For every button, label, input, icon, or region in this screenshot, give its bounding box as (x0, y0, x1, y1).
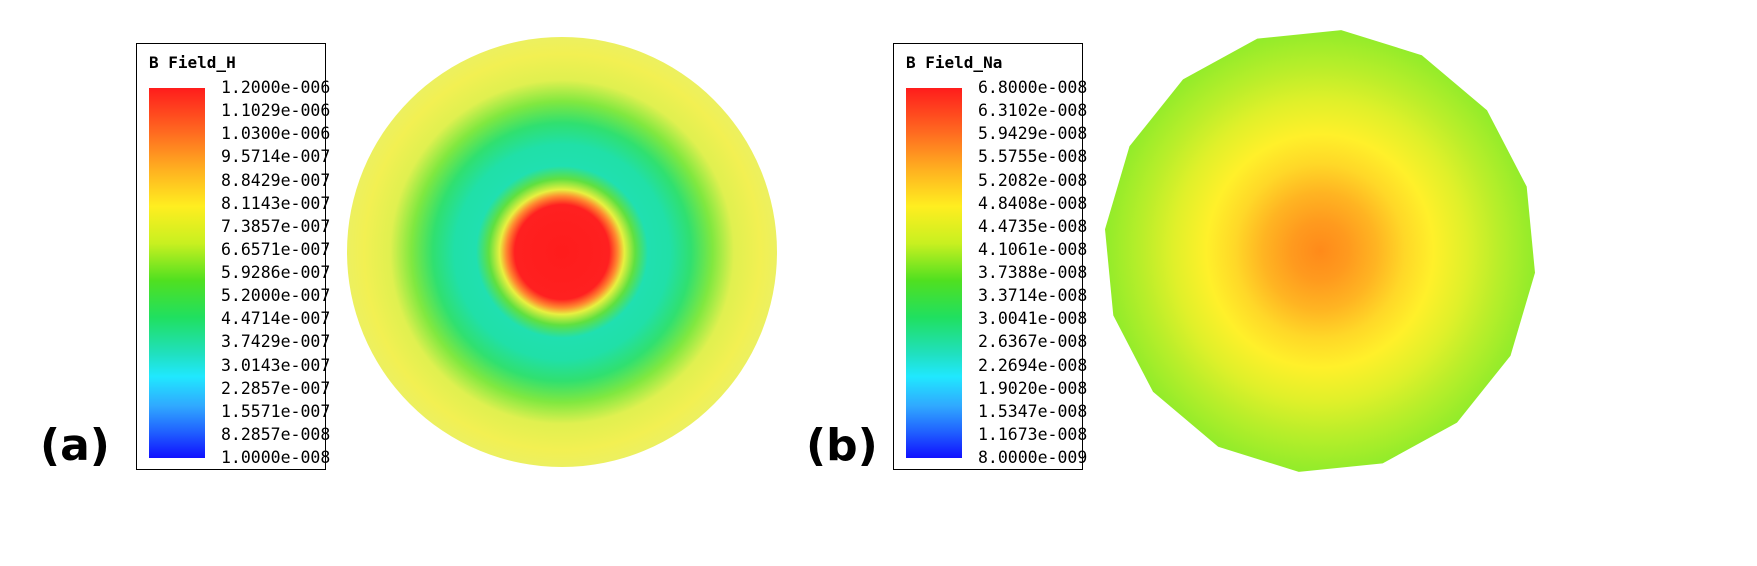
legend-tick: 3.3714e-008 (978, 286, 1088, 306)
legend-tick: 5.9429e-008 (978, 124, 1088, 144)
legend-tick: 2.2694e-008 (978, 355, 1088, 375)
legend-title-b: B Field_Na (906, 53, 1003, 72)
legend-tick: 5.2000e-007 (221, 286, 331, 306)
legend-tick: 8.0000e-009 (978, 448, 1088, 467)
legend-b: B Field_Na 6.8000e-008 6.3102e-008 5.9429e… (893, 43, 1087, 470)
legend-tick: 3.7429e-007 (221, 332, 331, 352)
legend-tick: 8.2857e-008 (221, 424, 331, 444)
legend-tick: 6.6571e-007 (221, 239, 331, 259)
legend-tick: 8.1143e-007 (221, 193, 331, 213)
legend-tick: 1.0000e-008 (221, 448, 331, 467)
legend-tick: 5.9286e-007 (221, 263, 331, 282)
legend-tick: 6.8000e-008 (978, 78, 1088, 97)
colorbar-a (149, 88, 205, 458)
field-polygon-b (1105, 30, 1535, 472)
panel-label-b: (b) (806, 420, 878, 471)
panel-label-a: (a) (40, 420, 110, 471)
legend-tick: 9.5714e-007 (221, 147, 331, 167)
legend-tick: 4.1061e-008 (978, 239, 1088, 259)
field-map-b (1105, 30, 1535, 472)
legend-tick: 8.8429e-007 (221, 170, 331, 190)
field-map-a (347, 37, 777, 467)
legend-tick: 2.6367e-008 (978, 332, 1088, 352)
legend-tick: 6.3102e-008 (978, 101, 1088, 121)
legend-tick: 1.1673e-008 (978, 424, 1088, 444)
legend-a: B Field_H 1.2000e-006 1.1029e-006 1.0300e-… (136, 43, 330, 470)
legend-tick: 4.8408e-008 (978, 193, 1088, 213)
legend-title-a: B Field_H (149, 53, 236, 72)
legend-tick: 4.4714e-007 (221, 309, 331, 329)
field-disc-a (347, 37, 777, 467)
legend-tick: 3.7388e-008 (978, 263, 1088, 282)
legend-tick: 3.0143e-007 (221, 355, 331, 375)
colorbar-b (906, 88, 962, 458)
legend-tick: 4.4735e-008 (978, 216, 1088, 236)
legend-tick: 2.2857e-007 (221, 378, 331, 398)
legend-tick: 1.5347e-008 (978, 401, 1088, 421)
legend-tick: 1.2000e-006 (221, 78, 331, 97)
legend-tick: 5.2082e-008 (978, 170, 1088, 190)
legend-tick: 7.3857e-007 (221, 216, 331, 236)
legend-tick: 1.1029e-006 (221, 101, 331, 121)
legend-tick: 1.5571e-007 (221, 401, 331, 421)
legend-tick: 1.9020e-008 (978, 378, 1088, 398)
legend-tick: 5.5755e-008 (978, 147, 1088, 167)
legend-tick: 1.0300e-006 (221, 124, 331, 144)
legend-tick: 3.0041e-008 (978, 309, 1088, 329)
